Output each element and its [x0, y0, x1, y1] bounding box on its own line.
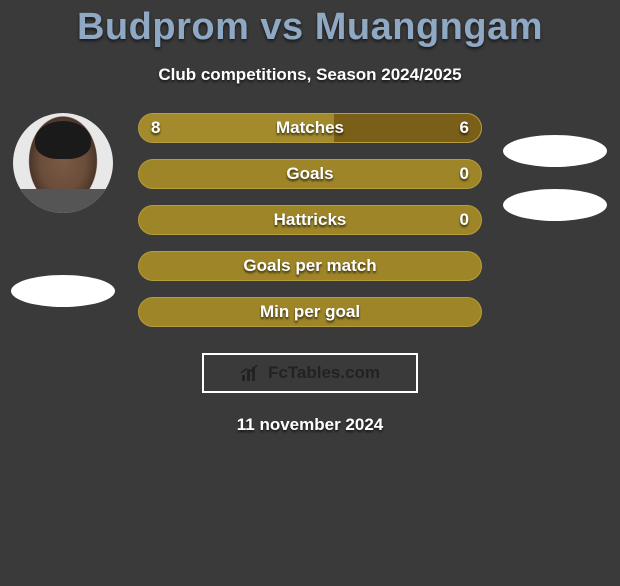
- left-player-avatar: [13, 113, 113, 213]
- stat-left-value: 8: [151, 118, 160, 138]
- stat-row: Hattricks 0: [138, 205, 482, 235]
- stat-label: Goals: [286, 164, 333, 184]
- page-title: Budprom vs Muangngam: [0, 6, 620, 49]
- stat-row: Matches 8 6: [138, 113, 482, 143]
- left-team-badge: [11, 275, 115, 307]
- stat-right-value: 0: [460, 164, 469, 184]
- stat-rows: Matches 8 6 Goals 0 Hattricks 0 Goals per match…: [138, 113, 482, 343]
- stat-label: Goals per match: [243, 256, 376, 276]
- brand-box[interactable]: FcTables.com: [202, 353, 418, 393]
- stat-row: Goals 0: [138, 159, 482, 189]
- stat-label: Matches: [276, 118, 344, 138]
- left-player-column: [8, 113, 118, 307]
- stat-right-value: 0: [460, 210, 469, 230]
- right-team-badge-2: [503, 189, 607, 221]
- stat-row: Min per goal: [138, 297, 482, 327]
- subtitle: Club competitions, Season 2024/2025: [0, 65, 620, 85]
- stat-row: Goals per match: [138, 251, 482, 281]
- stat-label: Hattricks: [274, 210, 347, 230]
- stat-right-value: 6: [460, 118, 469, 138]
- date-text: 11 november 2024: [0, 415, 620, 435]
- right-team-badge: [503, 135, 607, 167]
- comparison-body: Matches 8 6 Goals 0 Hattricks 0 Goals per match…: [0, 113, 620, 343]
- stat-label: Min per goal: [260, 302, 360, 322]
- avatar-face-icon: [13, 113, 113, 213]
- bar-chart-icon: [240, 363, 262, 383]
- right-player-column: [500, 113, 610, 221]
- brand-text: FcTables.com: [268, 363, 380, 383]
